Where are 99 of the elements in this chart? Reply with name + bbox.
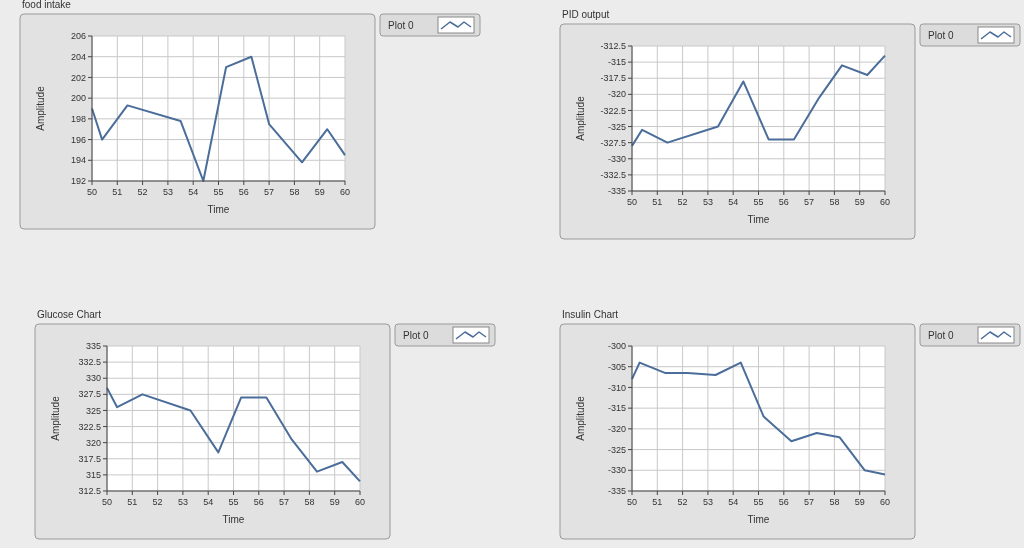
y-tick-label: -300 <box>607 341 626 352</box>
x-tick-label: 50 <box>626 197 638 207</box>
x-axis-title: Time <box>207 204 230 215</box>
x-tick-label: 57 <box>804 497 815 507</box>
y-tick-label: -320 <box>607 89 626 100</box>
y-tick-label: 194 <box>70 155 86 166</box>
x-tick-label: 59 <box>854 197 865 207</box>
chart-title: Insulin Chart <box>562 309 619 320</box>
x-tick-label: 53 <box>702 197 713 207</box>
y-tick-label: -317.5 <box>600 73 626 84</box>
y-axis-title: Amplitude <box>575 95 586 141</box>
y-tick-label: -315 <box>607 57 626 68</box>
x-tick-label: 51 <box>112 187 123 197</box>
x-axis-title: Time <box>222 514 245 525</box>
x-tick-label: 53 <box>702 497 713 507</box>
line-series <box>106 386 361 483</box>
y-tick-label: 330 <box>85 373 101 384</box>
x-tick-label: 58 <box>304 497 315 507</box>
y-axis-title: Amplitude <box>50 395 61 441</box>
x-tick-label: 58 <box>829 497 840 507</box>
x-tick-label: 56 <box>238 187 249 197</box>
y-tick-label: -315 <box>607 403 626 414</box>
x-tick-label: 59 <box>329 497 340 507</box>
chart-title: food intake <box>22 0 72 10</box>
line-series <box>631 54 886 147</box>
y-tick-label: 325 <box>85 405 101 416</box>
x-tick-label: 56 <box>778 497 789 507</box>
y-tick-label: -312.5 <box>600 41 626 52</box>
y-tick-label: 317.5 <box>78 453 101 464</box>
y-tick-label: -305 <box>607 361 626 372</box>
x-tick-label: 58 <box>829 197 840 207</box>
chart-title: Glucose Chart <box>37 309 102 320</box>
x-tick-label: 54 <box>728 197 739 207</box>
text: Plot 0 <box>928 30 955 41</box>
x-tick-label: 59 <box>854 497 865 507</box>
x-tick-label: 55 <box>228 497 239 507</box>
x-tick-label: 57 <box>279 497 290 507</box>
x-tick-label: 50 <box>101 497 113 507</box>
x-tick-label: 54 <box>203 497 214 507</box>
y-tick-label: 322.5 <box>78 421 101 432</box>
x-tick-label: 53 <box>162 187 173 197</box>
x-tick-label: 57 <box>804 197 815 207</box>
x-tick-label: 60 <box>339 187 351 197</box>
y-tick-label: 335 <box>85 341 101 352</box>
x-tick-label: 52 <box>677 197 688 207</box>
x-tick-label: 51 <box>652 497 663 507</box>
y-tick-label: -335 <box>607 186 626 197</box>
y-tick-label: 315 <box>85 470 101 481</box>
x-tick-label: 59 <box>314 187 325 197</box>
y-tick-label: 206 <box>70 31 86 42</box>
x-tick-label: 60 <box>879 197 891 207</box>
text: Plot 0 <box>403 330 430 341</box>
x-tick-label: 55 <box>753 497 764 507</box>
x-tick-label: 56 <box>778 197 789 207</box>
x-tick-label: 52 <box>137 187 148 197</box>
y-tick-label: -332.5 <box>600 170 626 181</box>
y-tick-label: -325 <box>607 444 626 455</box>
line-series <box>631 361 886 476</box>
y-tick-label: -335 <box>607 486 626 497</box>
y-tick-label: -310 <box>607 382 626 393</box>
y-tick-label: 320 <box>85 437 101 448</box>
y-tick-label: -325 <box>607 121 626 132</box>
x-tick-label: 54 <box>188 187 199 197</box>
text: Plot 0 <box>388 20 415 31</box>
text: Plot 0 <box>928 330 955 341</box>
x-tick-label: 60 <box>354 497 366 507</box>
y-tick-label: -322.5 <box>600 105 626 116</box>
y-tick-label: -330 <box>607 153 626 164</box>
y-tick-label: 198 <box>70 114 86 125</box>
y-tick-label: -327.5 <box>600 137 626 148</box>
x-tick-label: 55 <box>213 187 224 197</box>
y-tick-label: -330 <box>607 465 626 476</box>
y-tick-label: 332.5 <box>78 357 101 368</box>
x-axis-title: Time <box>747 514 770 525</box>
y-tick-label: 312.5 <box>78 486 101 497</box>
x-tick-label: 56 <box>253 497 264 507</box>
x-tick-label: 52 <box>152 497 163 507</box>
x-tick-label: 52 <box>677 497 688 507</box>
x-tick-label: 57 <box>264 187 275 197</box>
y-tick-label: 327.5 <box>78 389 101 400</box>
x-tick-label: 53 <box>177 497 188 507</box>
x-tick-label: 51 <box>127 497 138 507</box>
y-tick-label: 204 <box>70 51 86 62</box>
y-tick-label: -320 <box>607 424 626 435</box>
x-tick-label: 50 <box>86 187 98 197</box>
x-tick-label: 60 <box>879 497 891 507</box>
chart-title: PID output <box>562 9 610 20</box>
x-tick-label: 51 <box>652 197 663 207</box>
x-axis-title: Time <box>747 214 770 225</box>
y-tick-label: 202 <box>70 72 86 83</box>
x-tick-label: 55 <box>753 197 764 207</box>
y-tick-label: 200 <box>70 93 86 104</box>
y-tick-label: 196 <box>70 134 86 145</box>
x-tick-label: 58 <box>289 187 300 197</box>
y-axis-title: Amplitude <box>575 395 586 441</box>
y-tick-label: 192 <box>70 176 86 187</box>
x-tick-label: 54 <box>728 497 739 507</box>
x-tick-label: 50 <box>626 497 638 507</box>
y-axis-title: Amplitude <box>35 85 46 131</box>
